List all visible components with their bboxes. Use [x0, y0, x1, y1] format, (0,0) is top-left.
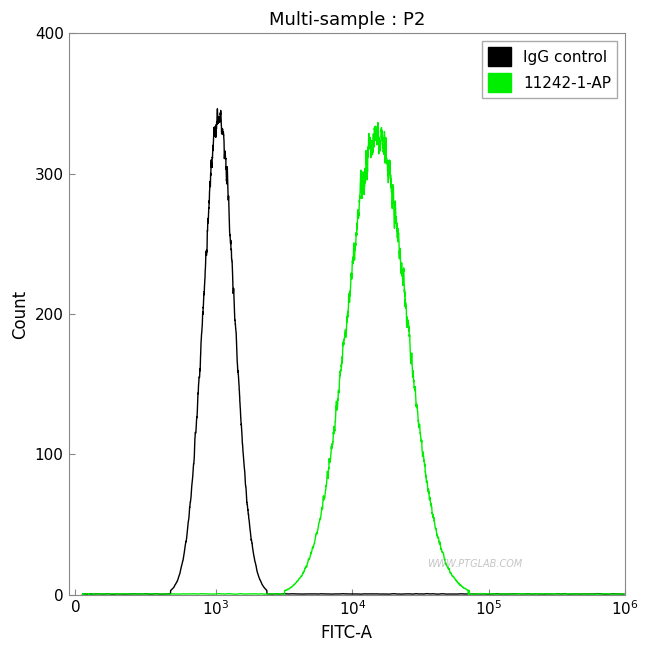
Y-axis label: Count: Count	[11, 289, 29, 339]
IgG control	[407, 590, 415, 598]
11242-1-AP	[376, 139, 384, 147]
IgG control	[512, 590, 520, 597]
Line: 11242-1-AP: 11242-1-AP	[83, 123, 625, 594]
IgG control	[242, 485, 250, 493]
IgG control	[213, 105, 221, 113]
IgG control	[621, 590, 629, 598]
IgG control	[465, 590, 473, 598]
IgG control	[376, 590, 384, 598]
11242-1-AP	[374, 119, 382, 127]
IgG control	[119, 590, 127, 598]
11242-1-AP	[407, 357, 415, 365]
Legend: IgG control, 11242-1-AP: IgG control, 11242-1-AP	[482, 41, 618, 98]
11242-1-AP	[119, 590, 127, 597]
11242-1-AP	[465, 590, 473, 598]
11242-1-AP	[512, 590, 520, 598]
11242-1-AP	[79, 590, 86, 598]
11242-1-AP	[621, 590, 629, 598]
Text: WWW.PTGLAB.COM: WWW.PTGLAB.COM	[427, 559, 523, 569]
11242-1-AP	[242, 590, 250, 598]
X-axis label: FITC-A: FITC-A	[321, 624, 373, 642]
Title: Multi-sample : P2: Multi-sample : P2	[268, 11, 425, 29]
Line: IgG control: IgG control	[83, 109, 625, 594]
IgG control	[79, 590, 86, 598]
